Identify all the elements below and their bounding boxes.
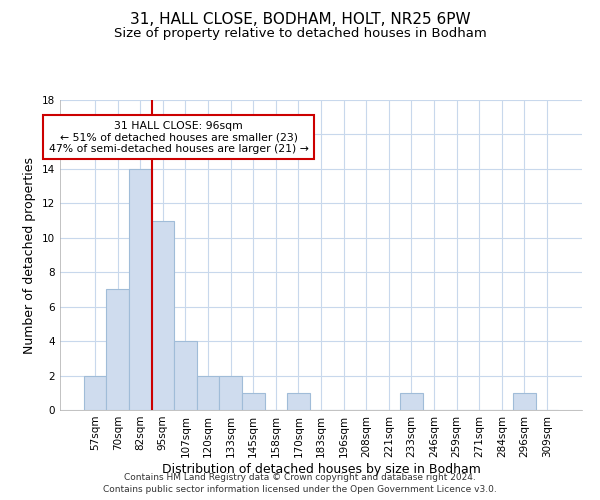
Bar <box>287 393 310 410</box>
Bar <box>242 393 265 410</box>
Text: 31 HALL CLOSE: 96sqm
← 51% of detached houses are smaller (23)
47% of semi-detac: 31 HALL CLOSE: 96sqm ← 51% of detached h… <box>49 120 308 154</box>
Y-axis label: Number of detached properties: Number of detached properties <box>23 156 37 354</box>
Bar <box>84 376 106 410</box>
Text: Size of property relative to detached houses in Bodham: Size of property relative to detached ho… <box>113 28 487 40</box>
Bar <box>400 393 422 410</box>
Bar <box>174 341 197 410</box>
X-axis label: Distribution of detached houses by size in Bodham: Distribution of detached houses by size … <box>161 462 481 475</box>
Text: 31, HALL CLOSE, BODHAM, HOLT, NR25 6PW: 31, HALL CLOSE, BODHAM, HOLT, NR25 6PW <box>130 12 470 28</box>
Bar <box>513 393 536 410</box>
Text: Contains HM Land Registry data © Crown copyright and database right 2024.: Contains HM Land Registry data © Crown c… <box>124 474 476 482</box>
Bar <box>197 376 220 410</box>
Bar <box>106 290 129 410</box>
Text: Contains public sector information licensed under the Open Government Licence v3: Contains public sector information licen… <box>103 485 497 494</box>
Bar <box>152 220 174 410</box>
Bar <box>129 169 152 410</box>
Bar <box>220 376 242 410</box>
